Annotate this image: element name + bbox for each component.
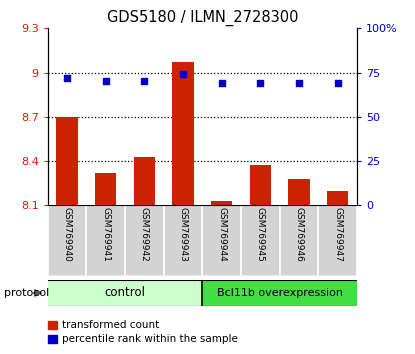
Bar	[172, 62, 194, 205]
Point	[257, 80, 264, 86]
Bar	[288, 179, 310, 205]
Bar	[95, 173, 116, 205]
Point	[103, 79, 109, 84]
Text: Bcl11b overexpression: Bcl11b overexpression	[217, 288, 343, 298]
Text: GSM769947: GSM769947	[333, 207, 342, 262]
Bar	[318, 205, 357, 276]
Bar	[48, 280, 202, 306]
Bar	[280, 205, 318, 276]
Bar	[125, 205, 164, 276]
Text: GSM769943: GSM769943	[178, 207, 188, 262]
Text: control: control	[105, 286, 146, 299]
Bar	[202, 280, 357, 306]
Text: percentile rank within the sample: percentile rank within the sample	[62, 334, 238, 344]
Text: protocol: protocol	[4, 288, 49, 298]
Bar	[48, 321, 57, 329]
Text: GSM769946: GSM769946	[294, 207, 303, 262]
Bar	[48, 335, 57, 343]
Point	[334, 80, 341, 86]
Bar	[327, 190, 348, 205]
Point	[64, 75, 71, 81]
Text: GSM769942: GSM769942	[140, 207, 149, 262]
Bar	[211, 201, 232, 205]
Text: transformed count: transformed count	[62, 320, 159, 330]
Bar	[86, 205, 125, 276]
Text: GSM769941: GSM769941	[101, 207, 110, 262]
Bar	[250, 165, 271, 205]
Bar	[134, 156, 155, 205]
Text: GSM769945: GSM769945	[256, 207, 265, 262]
Bar	[202, 205, 241, 276]
Bar	[56, 117, 78, 205]
Bar	[48, 205, 86, 276]
Point	[295, 80, 302, 86]
Text: GSM769944: GSM769944	[217, 207, 226, 262]
Bar	[241, 205, 280, 276]
Text: GSM769940: GSM769940	[63, 207, 71, 262]
Title: GDS5180 / ILMN_2728300: GDS5180 / ILMN_2728300	[107, 9, 298, 25]
Bar	[164, 205, 202, 276]
Point	[218, 80, 225, 86]
Point	[180, 72, 186, 77]
Point	[141, 79, 148, 84]
